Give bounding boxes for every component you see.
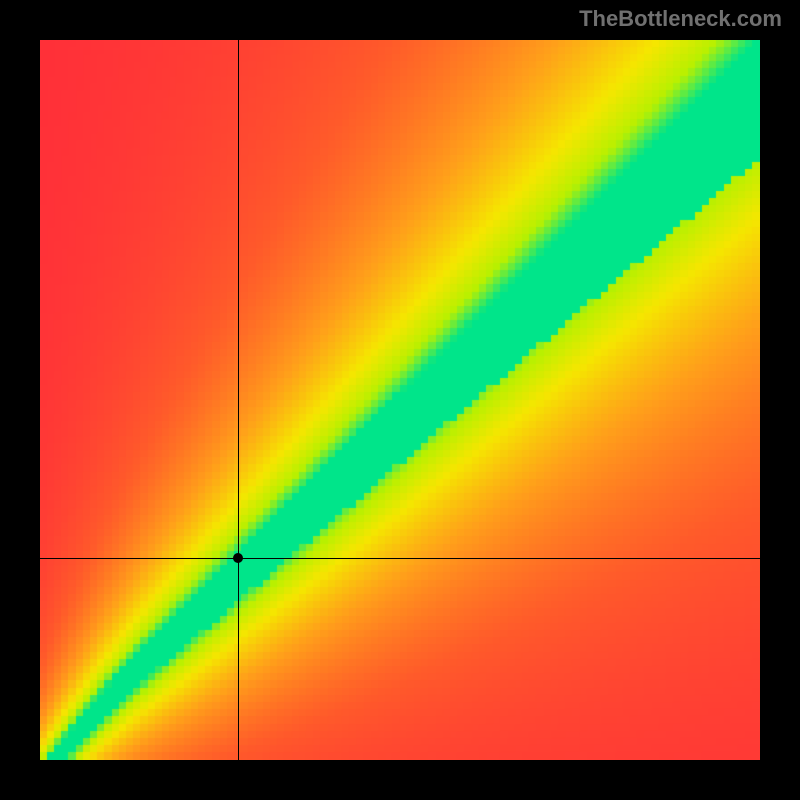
watermark-text: TheBottleneck.com: [579, 6, 782, 32]
crosshair-horizontal: [40, 558, 760, 559]
heatmap-canvas: [40, 40, 760, 760]
plot-area: [40, 40, 760, 760]
chart-container: TheBottleneck.com: [0, 0, 800, 800]
crosshair-vertical: [238, 40, 239, 760]
marker-point: [233, 553, 243, 563]
